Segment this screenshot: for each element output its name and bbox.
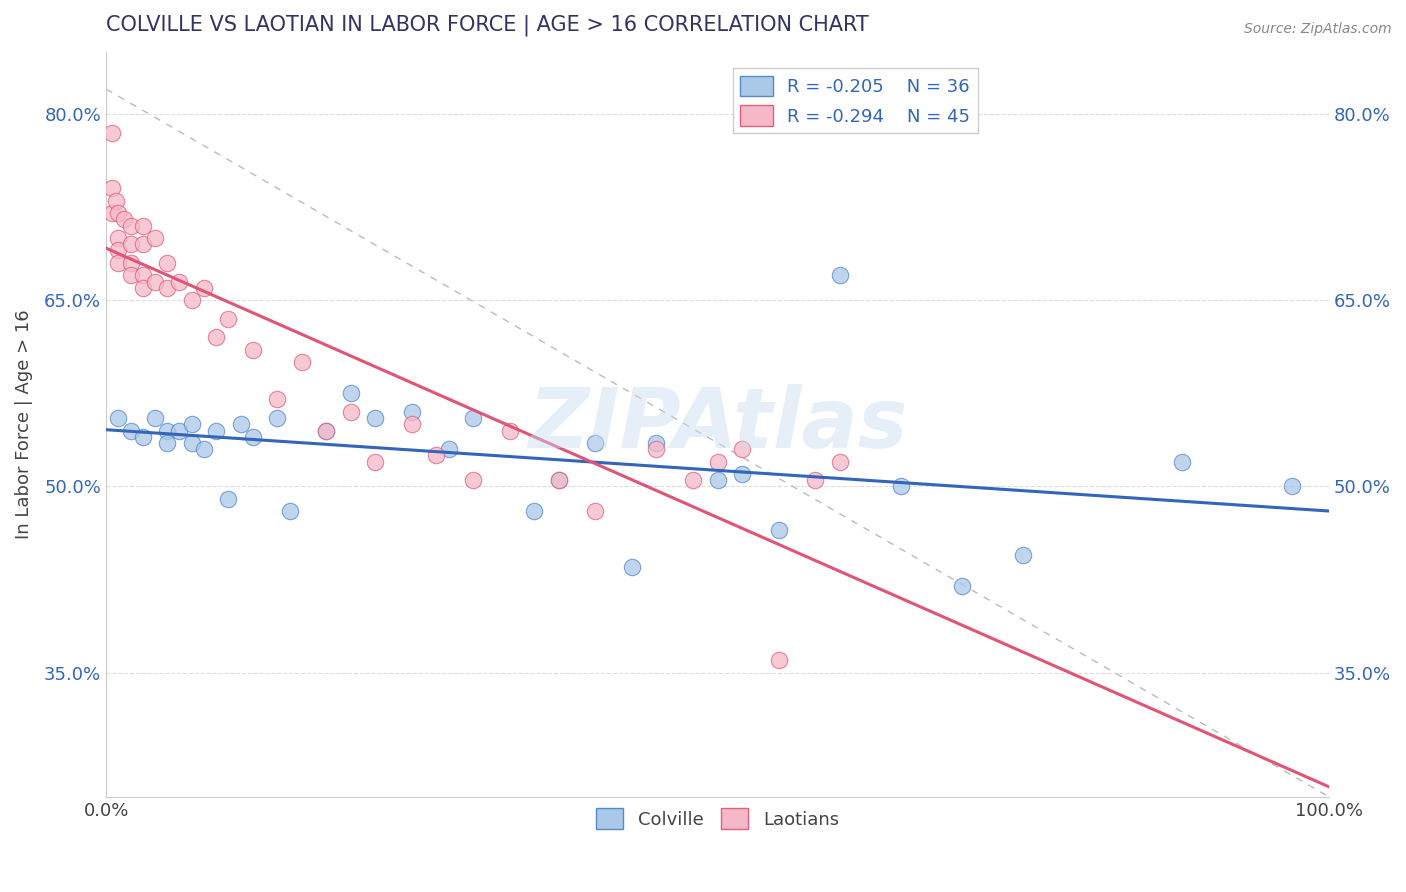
Point <box>143 411 166 425</box>
Point <box>315 424 337 438</box>
Point <box>132 281 155 295</box>
Point <box>768 653 790 667</box>
Point <box>180 293 202 307</box>
Point <box>205 330 228 344</box>
Point <box>114 212 136 227</box>
Point <box>425 448 447 462</box>
Point <box>547 473 569 487</box>
Point <box>804 473 827 487</box>
Point <box>120 268 142 283</box>
Point <box>120 219 142 233</box>
Point <box>401 417 423 432</box>
Text: COLVILLE VS LAOTIAN IN LABOR FORCE | AGE > 16 CORRELATION CHART: COLVILLE VS LAOTIAN IN LABOR FORCE | AGE… <box>105 15 869 37</box>
Point <box>143 275 166 289</box>
Point <box>706 473 728 487</box>
Point <box>229 417 252 432</box>
Point <box>339 405 361 419</box>
Point <box>364 411 387 425</box>
Point <box>101 206 124 220</box>
Point <box>120 256 142 270</box>
Point <box>364 454 387 468</box>
Point <box>242 343 264 357</box>
Point <box>120 237 142 252</box>
Point <box>731 442 754 457</box>
Text: ZIPAtlas: ZIPAtlas <box>527 384 907 465</box>
Point <box>156 281 179 295</box>
Text: Source: ZipAtlas.com: Source: ZipAtlas.com <box>1244 22 1392 37</box>
Point <box>583 436 606 450</box>
Point <box>156 436 179 450</box>
Point <box>180 436 202 450</box>
Point <box>1281 479 1303 493</box>
Point <box>828 454 851 468</box>
Point <box>143 231 166 245</box>
Point <box>101 181 124 195</box>
Point <box>645 436 668 450</box>
Point <box>107 231 129 245</box>
Point <box>104 194 127 208</box>
Point <box>461 411 484 425</box>
Point <box>107 206 129 220</box>
Point <box>890 479 912 493</box>
Point <box>132 237 155 252</box>
Point <box>401 405 423 419</box>
Point <box>217 311 239 326</box>
Point <box>193 281 215 295</box>
Point <box>950 579 973 593</box>
Point <box>278 504 301 518</box>
Point <box>768 523 790 537</box>
Point <box>620 560 643 574</box>
Point <box>193 442 215 457</box>
Point <box>156 424 179 438</box>
Point <box>828 268 851 283</box>
Point <box>266 392 288 407</box>
Point <box>217 491 239 506</box>
Point <box>205 424 228 438</box>
Point <box>1171 454 1194 468</box>
Y-axis label: In Labor Force | Age > 16: In Labor Force | Age > 16 <box>15 310 32 539</box>
Point <box>120 424 142 438</box>
Point <box>583 504 606 518</box>
Point <box>498 424 520 438</box>
Point <box>132 219 155 233</box>
Point <box>461 473 484 487</box>
Point <box>645 442 668 457</box>
Legend: Colville, Laotians: Colville, Laotians <box>589 801 846 836</box>
Point <box>107 411 129 425</box>
Point <box>731 467 754 481</box>
Point <box>242 430 264 444</box>
Point <box>180 417 202 432</box>
Point <box>315 424 337 438</box>
Point <box>266 411 288 425</box>
Point <box>101 126 124 140</box>
Point <box>547 473 569 487</box>
Point <box>523 504 546 518</box>
Point <box>169 424 191 438</box>
Point <box>437 442 460 457</box>
Point <box>169 275 191 289</box>
Point <box>291 355 314 369</box>
Point <box>132 430 155 444</box>
Point <box>107 244 129 258</box>
Point <box>706 454 728 468</box>
Point <box>107 256 129 270</box>
Point <box>1012 548 1035 562</box>
Point <box>132 268 155 283</box>
Point <box>339 386 361 401</box>
Point <box>156 256 179 270</box>
Point <box>682 473 704 487</box>
